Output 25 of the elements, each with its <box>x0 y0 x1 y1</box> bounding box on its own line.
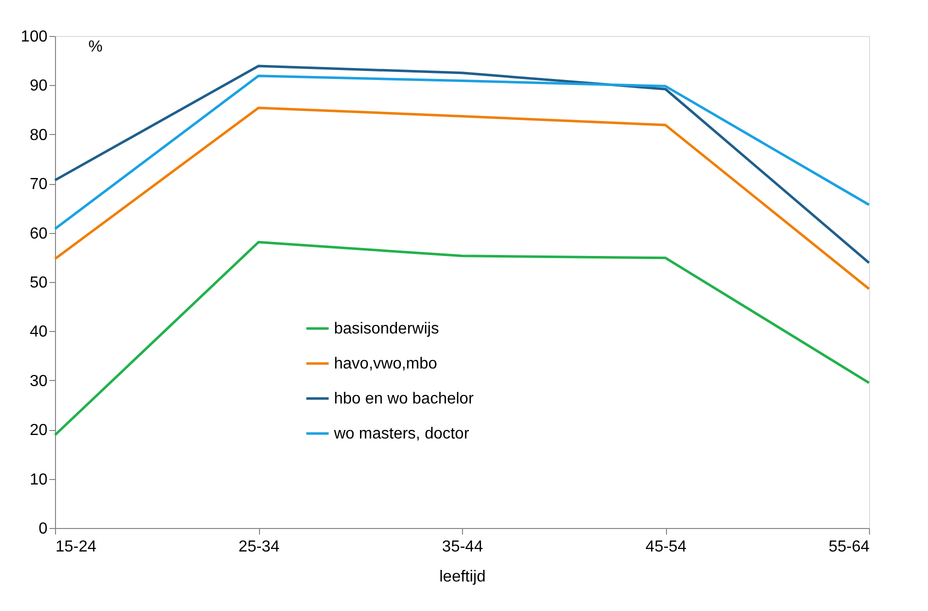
x-tick-label: 15-24 <box>56 538 97 556</box>
y-tick-label: 80 <box>30 126 48 144</box>
line-series <box>54 106 870 290</box>
y-tick-label: 20 <box>30 422 48 440</box>
line-series <box>54 64 870 264</box>
legend-label: wo masters, doctor <box>333 426 470 442</box>
legend-label: basisonderwijs <box>334 320 439 338</box>
y-tick-label: 10 <box>30 471 48 488</box>
y-tick-label: 90 <box>30 78 48 95</box>
x-tick-label: 35-44 <box>442 538 484 556</box>
y-tick-label: 100 <box>20 28 48 46</box>
y-tick-label: 50 <box>30 274 48 292</box>
y-tick-label: 30 <box>30 372 48 390</box>
x-axis-title: leeftijd <box>439 568 486 586</box>
legend-label: havo,vwo,mbo <box>334 356 438 372</box>
line-series <box>54 74 870 230</box>
x-tick-label: 45-54 <box>646 538 687 556</box>
y-tick-label: 40 <box>30 324 48 341</box>
y-tick-label: 0 <box>38 520 48 538</box>
legend-label: hbo en wo bachelor <box>334 390 474 408</box>
y-tick-label: 60 <box>30 225 48 242</box>
y-tick-label: 70 <box>30 176 48 194</box>
x-tick-label: 55-64 <box>828 538 870 556</box>
y-axis-title: % <box>88 38 103 56</box>
x-tick-label: 25-34 <box>238 538 280 556</box>
